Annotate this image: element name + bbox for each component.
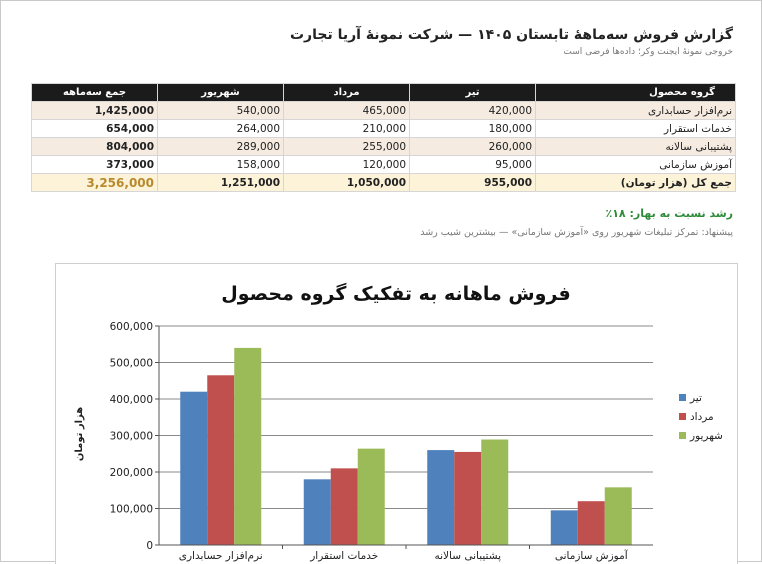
cell-grand-month2[interactable]: 1,050,000 [283, 173, 410, 192]
legend-label: مرداد [690, 411, 714, 423]
x-category-label: نرم‌افزار حسابداری [179, 550, 263, 562]
chart-bar [427, 450, 455, 545]
chart-bar [604, 487, 632, 545]
y-tick-label: 0 [146, 540, 153, 552]
cell-total[interactable]: 804,000 [31, 137, 158, 156]
chart-bar [180, 391, 208, 545]
growth-note: رشد نسبت به بهار: ۱۸٪ [605, 207, 734, 220]
y-tick-label: 200,000 [110, 467, 153, 479]
cell-group[interactable]: آموزش سازمانی [535, 155, 736, 174]
x-category-label: پشتیبانی سالانه [434, 550, 501, 562]
table-row: 373,000 158,000 120,000 95,000 آموزش ساز… [31, 155, 736, 174]
cell-month1[interactable]: 95,000 [409, 155, 536, 174]
cell-month3[interactable]: 289,000 [157, 137, 284, 156]
header-month2[interactable]: مرداد [283, 83, 410, 102]
legend-swatch [679, 413, 686, 420]
table-row: 654,000 264,000 210,000 180,000 خدمات اس… [31, 119, 736, 138]
y-tick-label: 500,000 [110, 358, 153, 370]
cell-grand-month3[interactable]: 1,251,000 [157, 173, 284, 192]
cell-month2[interactable]: 210,000 [283, 119, 410, 138]
chart-bars [180, 347, 632, 545]
chart-bar [303, 479, 331, 545]
report-title: گزارش فروش سه‌ماههٔ تابستان ۱۴۰۵ — شرکت … [289, 27, 733, 43]
cell-month2[interactable]: 465,000 [283, 101, 410, 120]
cell-group[interactable]: پشتیبانی سالانه [535, 137, 736, 156]
legend-label: شهریور [689, 430, 723, 442]
chart-bar [550, 510, 578, 545]
cell-total[interactable]: 1,425,000 [31, 101, 158, 120]
y-tick-label: 300,000 [110, 431, 153, 443]
header-group[interactable]: گروه محصول [535, 83, 736, 102]
chart-bar [330, 468, 358, 545]
cell-month2[interactable]: 120,000 [283, 155, 410, 174]
cell-total[interactable]: 654,000 [31, 119, 158, 138]
y-tick-label: 600,000 [110, 321, 153, 333]
cell-total[interactable]: 373,000 [31, 155, 158, 174]
chart-bar [481, 439, 509, 545]
legend-label: تیر [689, 392, 702, 404]
y-tick-label: 400,000 [110, 394, 153, 406]
cell-group[interactable]: نرم‌افزار حسابداری [535, 101, 736, 120]
table-row: 804,000 289,000 255,000 260,000 پشتیبانی… [31, 137, 736, 156]
cell-grand-month1[interactable]: 955,000 [409, 173, 536, 192]
cell-month3[interactable]: 264,000 [157, 119, 284, 138]
chart-axes: 0 100,000 200,000 300,000 400,000 500,000 600,… [110, 321, 653, 562]
x-category-label: آموزش سازمانی [555, 549, 629, 562]
legend-swatch [679, 432, 686, 439]
grand-total-row: 3,256,000 1,251,000 1,050,000 955,000 جم… [31, 173, 736, 192]
cell-month3[interactable]: 540,000 [157, 101, 284, 120]
cell-month2[interactable]: 255,000 [283, 137, 410, 156]
cell-grand-label[interactable]: جمع کل (هزار تومان) [535, 173, 736, 192]
sales-table: جمع سه‌ماهه شهریور مرداد تیر گروه محصول … [31, 83, 736, 192]
chart-y-axis-label: هزار تومان [74, 407, 85, 461]
cell-grand-total[interactable]: 3,256,000 [31, 173, 158, 192]
table-header-row: جمع سه‌ماهه شهریور مرداد تیر گروه محصول [31, 83, 736, 102]
chart-bar [207, 375, 235, 545]
cell-month1[interactable]: 180,000 [409, 119, 536, 138]
bar-chart: فروش ماهانه به تفکیک گروه محصول هزار توم… [74, 282, 723, 562]
cell-month3[interactable]: 158,000 [157, 155, 284, 174]
suggestion-note: پیشنهاد: تمرکز تبلیغات شهریور روی «آموزش… [420, 227, 733, 238]
cell-month1[interactable]: 260,000 [409, 137, 536, 156]
chart-bar [454, 451, 482, 545]
header-total[interactable]: جمع سه‌ماهه [31, 83, 158, 102]
table-row: 1,425,000 540,000 465,000 420,000 نرم‌اف… [31, 101, 736, 120]
report-subtitle: خروجی نمونهٔ ایجنت وکر؛ داده‌ها فرضی است [563, 47, 733, 57]
chart-bar [577, 501, 605, 545]
header-month3[interactable]: شهریور [157, 83, 284, 102]
cell-month1[interactable]: 420,000 [409, 101, 536, 120]
cell-group[interactable]: خدمات استقرار [535, 119, 736, 138]
chart-legend[interactable]: تیر مرداد شهریور [679, 392, 723, 442]
chart-bar [357, 448, 385, 545]
x-category-label: خدمات استقرار [309, 550, 378, 562]
header-month1[interactable]: تیر [409, 83, 536, 102]
legend-swatch [679, 394, 686, 401]
chart-title: فروش ماهانه به تفکیک گروه محصول [221, 282, 570, 305]
y-tick-label: 100,000 [110, 504, 153, 516]
chart-object[interactable]: فروش ماهانه به تفکیک گروه محصول هزار توم… [55, 263, 738, 564]
chart-bar [234, 347, 262, 545]
